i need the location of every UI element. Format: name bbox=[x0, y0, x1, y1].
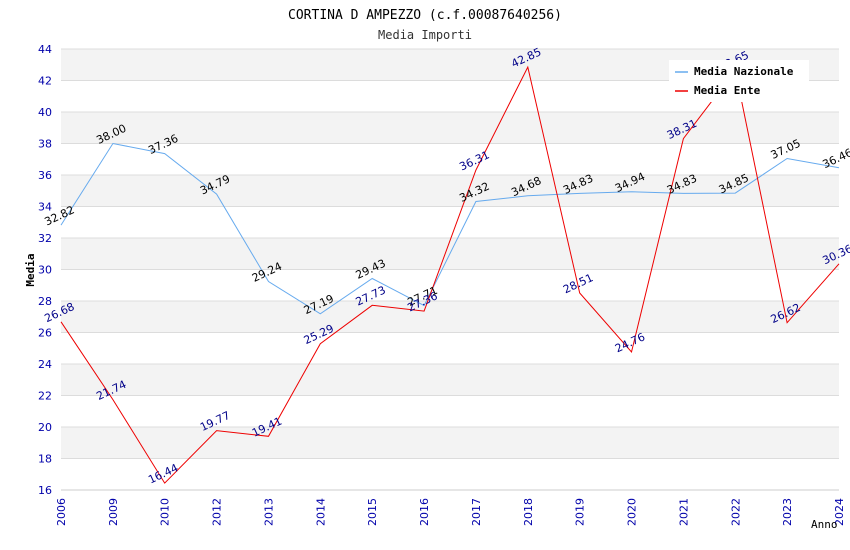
y-tick-label: 20 bbox=[38, 421, 52, 434]
x-tick-label: 2020 bbox=[626, 498, 639, 526]
legend-label-ente: Media Ente bbox=[694, 84, 761, 97]
plot-band bbox=[61, 427, 839, 459]
x-tick-label: 2006 bbox=[55, 498, 68, 526]
x-axis-title: Anno bbox=[811, 518, 838, 531]
plot-band bbox=[61, 364, 839, 396]
gridlines bbox=[61, 48, 839, 491]
plot-band bbox=[61, 112, 839, 144]
chart-title: CORTINA D AMPEZZO (c.f.00087640256) bbox=[288, 8, 562, 23]
plot-band bbox=[61, 143, 839, 175]
legend-label-nazionale: Media Nazionale bbox=[694, 65, 794, 78]
x-tick-label: 2019 bbox=[574, 498, 587, 526]
x-tick-label: 2014 bbox=[314, 498, 327, 526]
x-tick-label: 2017 bbox=[470, 498, 483, 526]
legend: Media Nazionale Media Ente bbox=[669, 60, 809, 102]
y-tick-label: 26 bbox=[38, 327, 52, 340]
x-tick-label: 2016 bbox=[418, 498, 431, 526]
x-tick-label: 2024 bbox=[833, 498, 846, 526]
x-tick-label: 2012 bbox=[211, 498, 224, 526]
x-tick-label: 2010 bbox=[159, 498, 172, 526]
y-tick-label: 28 bbox=[38, 295, 52, 308]
x-tick-label: 2021 bbox=[677, 498, 690, 526]
y-tick-label: 42 bbox=[38, 75, 52, 88]
y-tick-label: 24 bbox=[38, 358, 52, 371]
x-tick-label: 2022 bbox=[729, 498, 742, 526]
y-tick-label: 32 bbox=[38, 232, 52, 245]
x-tick-label: 2023 bbox=[781, 498, 794, 526]
plot-background-bands bbox=[61, 49, 839, 490]
plot-band bbox=[61, 332, 839, 364]
legend-box bbox=[669, 60, 809, 102]
x-tick-label: 2018 bbox=[522, 498, 535, 526]
y-axis-title: Media bbox=[24, 253, 37, 286]
x-axis-ticks: 2006 2009 2010 2012 2013 2014 2015 2016 2017 2018… bbox=[55, 498, 846, 526]
y-tick-label: 22 bbox=[38, 390, 52, 403]
x-tick-label: 2015 bbox=[366, 498, 379, 526]
y-tick-label: 16 bbox=[38, 484, 52, 497]
y-tick-label: 40 bbox=[38, 106, 52, 119]
x-tick-label: 2013 bbox=[262, 498, 275, 526]
y-tick-label: 18 bbox=[38, 453, 52, 466]
series-line-nazionale bbox=[60, 142, 840, 315]
y-tick-label: 38 bbox=[38, 138, 52, 151]
series-line-ente bbox=[60, 65, 840, 484]
plot-band bbox=[61, 395, 839, 427]
chart-subtitle: Media Importi bbox=[378, 28, 472, 42]
plot-band bbox=[61, 175, 839, 207]
y-tick-label: 44 bbox=[38, 43, 52, 56]
x-tick-label: 2009 bbox=[107, 498, 120, 526]
plot-band bbox=[61, 269, 839, 301]
y-tick-label: 30 bbox=[38, 264, 52, 277]
plot-band bbox=[61, 301, 839, 333]
y-axis-ticks: 16 18 20 22 24 26 28 30 32 34 36 38 40 42 44 bbox=[38, 43, 52, 497]
plot-band bbox=[61, 206, 839, 238]
y-tick-label: 34 bbox=[38, 201, 52, 214]
series-lines bbox=[60, 65, 840, 484]
plot-band bbox=[61, 458, 839, 490]
y-tick-label: 36 bbox=[38, 169, 52, 182]
